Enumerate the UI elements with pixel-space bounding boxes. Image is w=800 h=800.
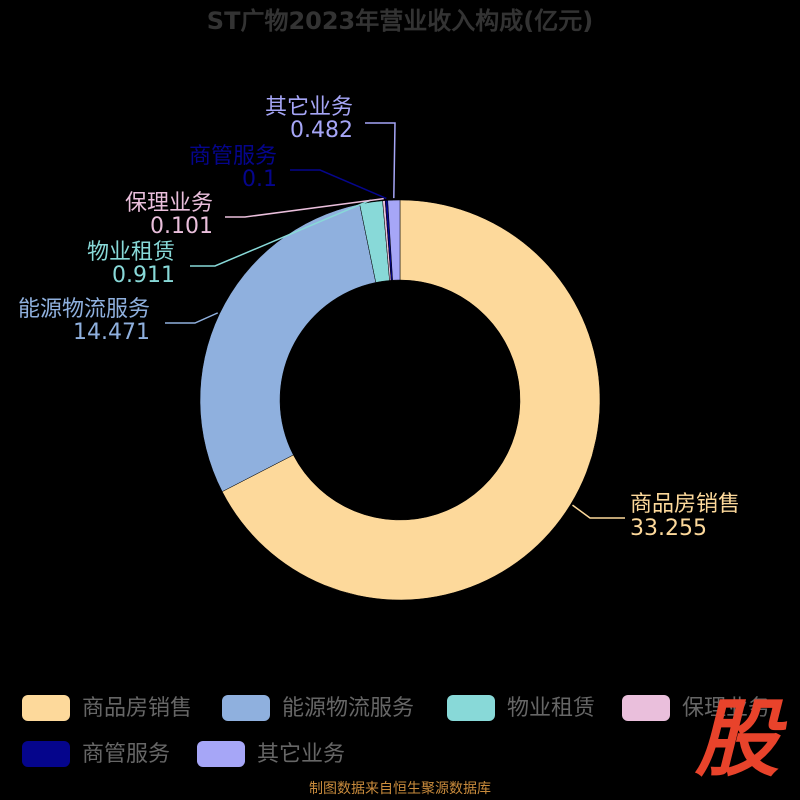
- footer: 制图数据来自恒生聚源数据库: [309, 781, 491, 797]
- value-label: 0.911: [112, 263, 175, 288]
- legend-swatch: [447, 695, 495, 721]
- leader-line: [165, 312, 219, 324]
- leader-line: [365, 122, 396, 199]
- leader-line: [572, 504, 625, 519]
- legend-swatch: [22, 741, 70, 767]
- leader-line: [290, 169, 387, 200]
- legend-label: 保理业务: [682, 696, 770, 721]
- donut-slice: [387, 199, 401, 281]
- leader-line: [225, 197, 384, 218]
- legend-label: 能源物流服务: [282, 696, 414, 721]
- donut-slice: [221, 199, 601, 601]
- legend-label: 其它业务: [257, 742, 345, 767]
- legend-label: 物业租赁: [507, 696, 595, 721]
- leader-line: [190, 199, 372, 267]
- slice-label: 商管服务: [189, 144, 277, 169]
- slice-label: 保理业务: [125, 191, 213, 216]
- slice-label: 其它业务: [265, 95, 353, 120]
- value-label: 0.482: [290, 118, 353, 143]
- value-label: 14.471: [73, 320, 150, 345]
- donut-slice: [199, 203, 377, 492]
- legend-swatch: [22, 695, 70, 721]
- slice-label: 能源物流服务: [18, 297, 150, 322]
- slice-label: 商品房销售: [630, 492, 740, 517]
- legend-label: 商管服务: [82, 742, 170, 767]
- chart-title: ST广物2023年营业收入构成(亿元): [207, 7, 593, 35]
- value-label: 33.255: [630, 516, 707, 541]
- watermark: 股: [694, 690, 788, 788]
- slice-label: 物业租赁: [87, 240, 175, 265]
- value-label: 0.1: [242, 167, 277, 192]
- legend-swatch: [222, 695, 270, 721]
- legend-swatch: [622, 695, 670, 721]
- legend-label: 商品房销售: [82, 696, 192, 721]
- legend-swatch: [197, 741, 245, 767]
- value-label: 0.101: [150, 214, 213, 239]
